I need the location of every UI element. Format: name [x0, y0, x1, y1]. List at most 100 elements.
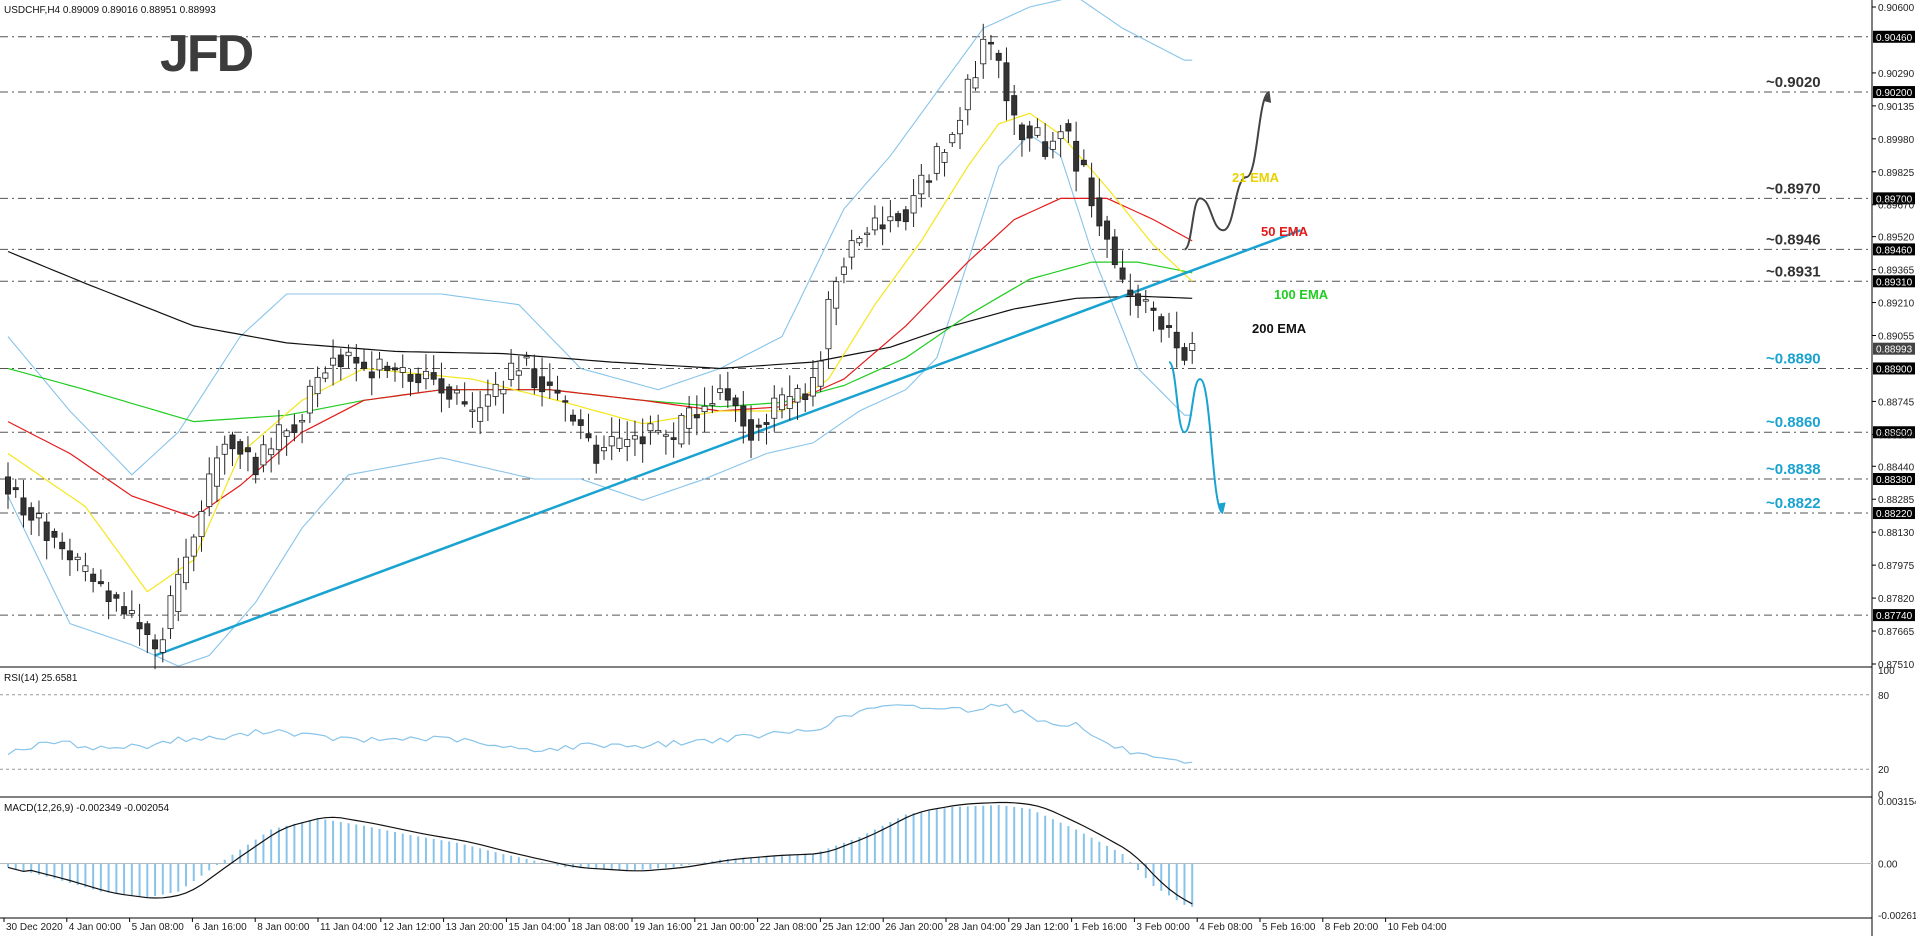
candle-body	[941, 152, 948, 163]
candle-body	[51, 530, 58, 538]
candle-body	[926, 180, 933, 183]
candle-body	[1150, 307, 1157, 311]
candle-body	[175, 573, 182, 612]
candle-body	[469, 409, 476, 412]
candle-body	[833, 281, 840, 309]
price-level-lines	[0, 36, 1872, 616]
candle-body	[74, 556, 81, 561]
rsi-line	[7, 703, 1193, 764]
candle-body	[949, 134, 956, 144]
candle-body	[531, 368, 538, 389]
chart-labels: USDCHF,H4 0.89009 0.89016 0.88951 0.8899…	[4, 5, 1329, 814]
candle-body	[980, 38, 987, 65]
candle-body	[554, 389, 561, 394]
forecast-arrows	[1168, 91, 1272, 515]
candle-body	[585, 433, 592, 439]
candle-body	[786, 396, 793, 409]
candle-body	[330, 357, 337, 366]
candle-body	[190, 536, 197, 557]
level-price-label: 0.88380	[1876, 475, 1913, 486]
candle-body	[562, 400, 569, 403]
candle-body	[90, 573, 97, 582]
candle-body	[368, 371, 375, 379]
candle-body	[1142, 299, 1149, 302]
candle-body	[1181, 347, 1188, 361]
level-price-box	[1873, 86, 1915, 99]
price-tick-label: 0.90600	[1878, 3, 1915, 14]
candle-body	[244, 447, 251, 453]
macd-tick-label: -0.002611	[1878, 911, 1916, 922]
candle-body	[1173, 331, 1180, 349]
candle-body	[1104, 220, 1111, 240]
candle-body	[771, 397, 778, 419]
candle-body	[260, 444, 267, 466]
level-price-label: 0.88900	[1876, 364, 1913, 375]
candle-body	[461, 401, 468, 405]
candle-body	[577, 419, 584, 426]
candle-body	[616, 437, 623, 449]
candle-body	[1065, 123, 1072, 132]
level-annotation: ~0.8890	[1766, 350, 1821, 367]
candle-body	[283, 430, 290, 437]
candle-body	[895, 213, 902, 222]
candle-body	[484, 394, 491, 407]
trendline	[154, 229, 1302, 657]
time-tick-label: 28 Jan 04:00	[948, 922, 1006, 933]
candle-body	[492, 383, 499, 397]
price-tick-label: 0.89365	[1878, 266, 1915, 277]
candle-body	[453, 389, 460, 394]
candle-body	[655, 429, 662, 433]
candle-body	[910, 195, 917, 214]
candle-body	[275, 424, 282, 451]
level-price-label: 0.88600	[1876, 428, 1913, 439]
forecast-down-arrow	[1168, 361, 1225, 515]
candle-body	[809, 377, 816, 397]
candle-body	[1026, 125, 1033, 139]
candle-body	[1088, 177, 1095, 207]
ema21-line	[7, 112, 1193, 593]
bb-lower-line	[7, 133, 1193, 667]
macd-panel: 0.003154 0.00 -0.002611	[0, 797, 1916, 922]
ema21-label: 21 EMA	[1232, 170, 1280, 185]
price-tick-label: 0.87820	[1878, 594, 1915, 605]
candle-body	[1189, 343, 1196, 352]
macd-signal-line	[7, 801, 1193, 905]
time-tick-label: 30 Dec 2020	[6, 922, 63, 933]
candle-body	[918, 174, 925, 195]
candle-body	[430, 372, 437, 380]
price-tick-label: 0.89980	[1878, 135, 1915, 146]
price-tick-label: 0.89210	[1878, 299, 1915, 310]
candle-body	[1158, 316, 1165, 330]
time-tick-label: 26 Jan 20:00	[885, 922, 943, 933]
candle-body	[972, 77, 979, 89]
level-price-box	[1873, 362, 1915, 375]
time-axis: 30 Dec 2020 4 Jan 00:00 5 Jan 08:00 6 Jan 1…	[3, 918, 1447, 933]
candle-body	[864, 232, 871, 235]
level-price-label: 0.89460	[1876, 245, 1913, 256]
candle-body	[515, 370, 522, 376]
candle-body	[337, 354, 344, 368]
candle-body	[43, 521, 50, 541]
rsi-panel: 100 80 20 0	[0, 666, 1895, 801]
candle-body	[299, 420, 306, 423]
candle-body	[755, 424, 762, 428]
candle-body	[802, 393, 809, 401]
price-axis: 0.90460 0.90200 ~0.9020 0.89700 ~0.8970 0.894…	[1766, 3, 1915, 671]
candle-body	[670, 437, 677, 440]
price-tick-label: 0.89670	[1878, 201, 1915, 212]
candle-body	[422, 370, 429, 380]
candle-body	[1080, 159, 1087, 166]
level-annotation: ~0.8822	[1766, 495, 1821, 512]
candle-body	[500, 388, 507, 395]
candle-body	[152, 639, 159, 650]
time-tick-label: 29 Jan 12:00	[1011, 922, 1069, 933]
candle-body	[206, 473, 213, 507]
candle-body	[1034, 127, 1041, 136]
candle-body	[593, 444, 600, 464]
candle-body	[608, 436, 615, 447]
ema200-label: 200 EMA	[1252, 321, 1307, 336]
candle-body	[384, 365, 391, 371]
candle-body	[1011, 95, 1018, 116]
level-price-label: 0.90200	[1876, 88, 1913, 99]
candle-body	[1166, 325, 1173, 328]
